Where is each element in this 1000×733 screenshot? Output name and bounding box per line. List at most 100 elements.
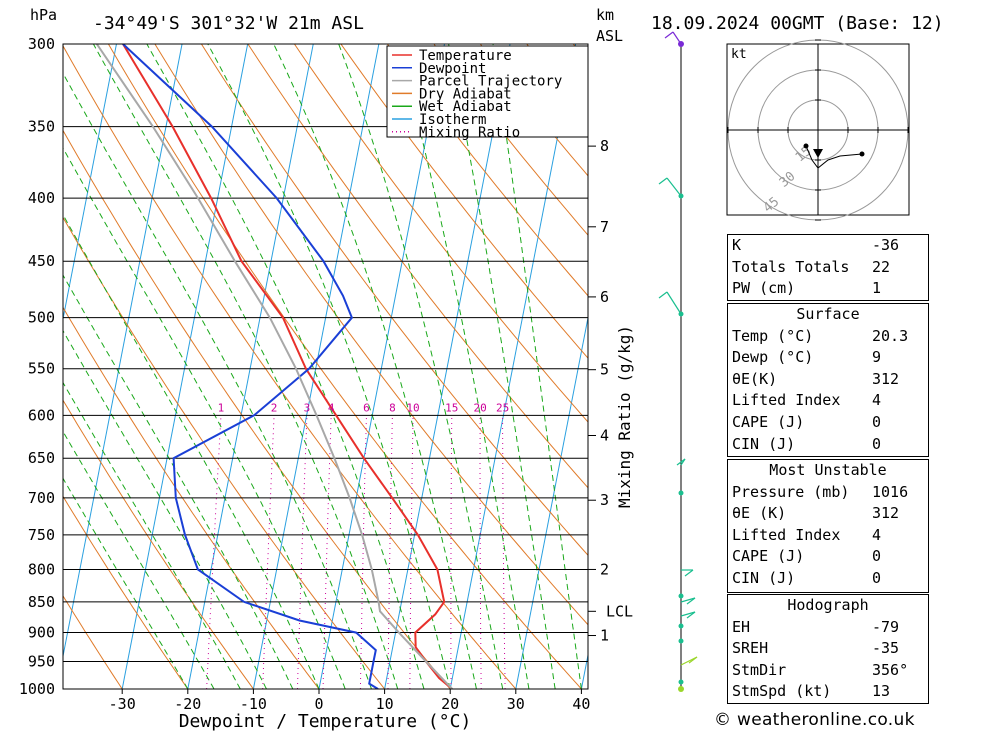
isotherm-line: [449, 44, 577, 689]
mixing-ratio-label: 6: [363, 401, 370, 414]
hpa-label: hPa: [30, 6, 57, 24]
mixing-ratio-label: 1: [218, 401, 225, 414]
pressure-tick-label: 700: [28, 489, 55, 507]
wind-barb: [666, 177, 682, 197]
isotherm-line: [63, 44, 183, 659]
mixing-ratio-label: 15: [445, 401, 458, 414]
altitude-tick-label: 4: [600, 426, 609, 444]
series-parcel-trajectory: [95, 44, 453, 689]
dry-adiabat-line: [63, 495, 189, 689]
pressure-tick-label: 1000: [19, 680, 55, 698]
temperature-tick-label: -30: [109, 695, 136, 713]
mixing-ratio-axis-title: Mixing Ratio (g/kg): [615, 325, 634, 508]
isotherm-line: [121, 44, 249, 689]
hodograph-stats-box: Hodograph EH -79 SREH -35 StmDir 356° StmSp…: [727, 594, 929, 704]
pressure-tick-label: 950: [28, 653, 55, 671]
series-dewpoint: [122, 44, 379, 689]
wind-barb: [666, 291, 682, 315]
sounding-profiles: [95, 44, 453, 689]
pressure-tick-label: 900: [28, 624, 55, 642]
legend-label: Wet Adiabat: [419, 99, 512, 115]
sreh-value: -35: [872, 639, 900, 658]
surface-thetae-value: 312: [872, 369, 900, 388]
surface-dewp-label: Dewp (°C): [732, 348, 814, 367]
mu-cape-value: 0: [872, 547, 882, 566]
mu-pressure-value: 1016: [872, 482, 909, 501]
pressure-tick-label: 550: [28, 360, 55, 378]
isotherm-line: [252, 44, 380, 689]
totals-value: 22: [872, 257, 891, 276]
dry-adiabat-line: [340, 44, 588, 359]
stmspd-label: StmSpd (kt): [732, 682, 832, 701]
footer-credit[interactable]: © weatheronline.co.uk: [714, 710, 915, 730]
stmdir-value: 356°: [872, 660, 909, 679]
wet-adiabat-line: [63, 213, 320, 689]
mixing-ratio-line: [450, 415, 453, 689]
pressure-tick-label: 600: [28, 406, 55, 424]
location-title: -34°49'S 301°32'W 21m ASL: [93, 13, 364, 34]
temperature-tick-label: -10: [240, 695, 267, 713]
legend-label: Dewpoint: [419, 61, 486, 77]
mu-cin-value: 0: [872, 568, 882, 587]
legend-label: Isotherm: [419, 112, 486, 128]
wind-dot: [678, 638, 684, 644]
surface-temp-value: 20.3: [872, 326, 909, 345]
dry-adiabat-line: [63, 216, 385, 689]
altitude-tick-label: 1: [600, 627, 609, 645]
legend-label: Parcel Trajectory: [419, 74, 562, 90]
wind-profile: [658, 31, 698, 692]
mixing-ratio-label: 20: [473, 401, 486, 414]
k-index-label: K: [732, 236, 742, 254]
mixing-ratio-label: 8: [389, 401, 396, 414]
hodograph-stats-title: Hodograph: [787, 596, 869, 614]
altitude-tick-label: 8: [600, 137, 609, 155]
pressure-tick-label: 800: [28, 560, 55, 578]
wind-barb: [680, 611, 696, 617]
legend-label: Mixing Ratio: [419, 125, 520, 141]
temperature-tick-label: 20: [441, 695, 459, 713]
surface-box: Surface Temp (°C) 20.3 Dewp (°C) 9 θE(K) 31…: [727, 303, 929, 457]
legend-label: Temperature: [419, 48, 512, 64]
wind-dot: [678, 593, 684, 599]
isotherm-line: [63, 44, 117, 322]
most-unstable-title: Most Unstable: [769, 461, 887, 479]
plot-frame: [62, 43, 589, 690]
hodograph-point: [803, 143, 809, 149]
storm-motion-marker: [813, 149, 823, 158]
surface-title: Surface: [796, 305, 860, 323]
wet-adiabat-line: [207, 44, 451, 689]
mixing-ratio-label: 25: [496, 401, 509, 414]
wind-dot: [678, 679, 684, 685]
hodograph-trace: [805, 145, 863, 169]
altitude-tick-label: LCL: [606, 602, 633, 620]
mu-cin-label: CIN (J): [732, 568, 796, 587]
altitude-tick-label: 3: [600, 491, 609, 509]
wind-barb-flag: [658, 177, 668, 185]
wind-barb-flag: [686, 611, 696, 619]
mixing-ratio-line: [387, 415, 393, 689]
sreh-label: SREH: [732, 639, 769, 658]
wind-barb-flag: [688, 656, 698, 664]
stmdir-label: StmDir: [732, 660, 787, 679]
wind-dot: [678, 490, 684, 496]
mu-thetae-value: 312: [872, 504, 900, 523]
pressure-tick-label: 450: [28, 252, 55, 270]
dry-adiabat-line: [386, 44, 588, 297]
wind-barb-flag: [676, 458, 686, 466]
pressure-tick-label: 350: [28, 118, 55, 136]
most-unstable-box: Most Unstable Pressure (mb) 1016 θE (K) 31…: [727, 459, 929, 593]
isobar-lines: [63, 43, 588, 690]
isotherm-line: [515, 315, 588, 689]
temperature-tick-label: 40: [572, 695, 590, 713]
hodograph-unit-label: kt: [731, 47, 747, 62]
surface-cin-label: CIN (J): [732, 434, 796, 453]
wind-dot: [678, 623, 684, 629]
mixing-ratio-label: 3: [304, 401, 311, 414]
mu-thetae-label: θE (K): [732, 504, 787, 523]
temperature-tick-label: -20: [174, 695, 201, 713]
pressure-tick-label: 650: [28, 449, 55, 467]
pressure-tick-label: 400: [28, 189, 55, 207]
datetime-title: 18.09.2024 00GMT (Base: 12): [651, 13, 944, 34]
